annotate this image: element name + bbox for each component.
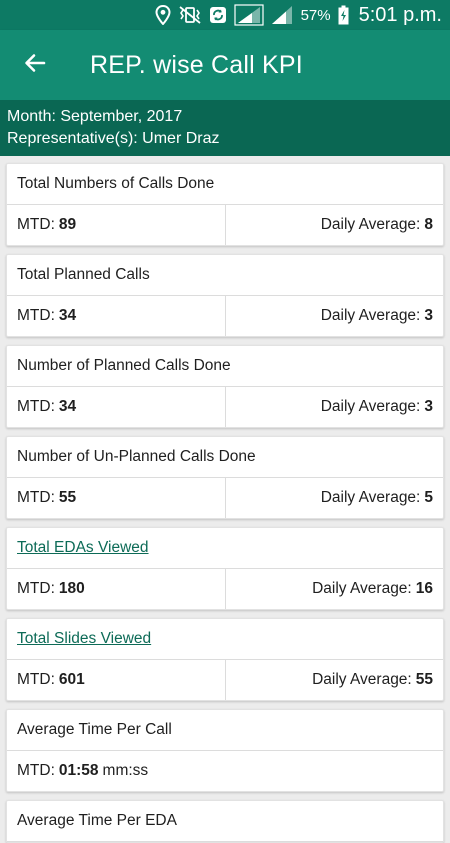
kpi-card-slides-viewed: Total Slides Viewed MTD: 601 Daily Averag…	[6, 618, 444, 701]
daily-average-cell: Daily Average: 16	[312, 580, 433, 597]
kpi-card-title: Average Time Per EDA	[7, 801, 443, 842]
kpi-card-title: Total Numbers of Calls Done	[7, 164, 443, 205]
mtd-cell: MTD: 55	[7, 478, 226, 518]
mtd-cell: MTD: 89	[7, 205, 226, 245]
mtd-unit: mm:ss	[102, 762, 149, 779]
daily-average-value: 3	[424, 398, 433, 415]
clock: 5:01 p.m.	[358, 3, 442, 26]
vibrate-icon	[178, 6, 202, 24]
location-icon	[155, 5, 171, 25]
mtd-value: 601	[58, 671, 85, 688]
kpi-card-planned-calls: Total Planned Calls MTD: 34 Daily Average…	[6, 254, 444, 337]
back-button[interactable]	[0, 30, 70, 100]
daily-average-cell: Daily Average: 3	[320, 398, 433, 415]
kpi-card-title: Average Time Per Call	[7, 710, 443, 751]
daily-average-value: 55	[415, 671, 433, 688]
kpi-card-avg-time-per-call: Average Time Per Call MTD: 01:58 mm:ss	[6, 709, 444, 792]
representative-label: Representative(s): Umer Draz	[7, 130, 220, 147]
kpi-card-unplanned-calls-done: Number of Un-Planned Calls Done MTD: 55 D…	[6, 436, 444, 519]
kpi-card-avg-time-per-eda: Average Time Per EDA	[6, 800, 444, 843]
kpi-card-planned-calls-done: Number of Planned Calls Done MTD: 34 Dail…	[6, 345, 444, 428]
mtd-value: 89	[58, 216, 77, 233]
sync-icon	[209, 6, 227, 24]
mtd-value: 180	[58, 580, 85, 597]
page-title: REP. wise Call KPI	[90, 50, 303, 79]
mtd-cell: MTD: 01:58 mm:ss	[17, 762, 149, 779]
signal-icon	[233, 4, 264, 26]
daily-average-cell: Daily Average: 3	[320, 307, 433, 324]
total-slides-viewed-link[interactable]: Total Slides Viewed	[7, 619, 443, 660]
mtd-value: 34	[58, 398, 77, 415]
kpi-card-title: Number of Planned Calls Done	[7, 346, 443, 387]
month-label: Month: September, 2017	[7, 108, 183, 125]
daily-average-value: 3	[424, 307, 433, 324]
daily-average-cell: Daily Average: 5	[320, 489, 433, 506]
daily-average-value: 16	[415, 580, 433, 597]
status-bar: 57% 5:01 p.m.	[0, 0, 450, 30]
kpi-card-title: Total Planned Calls	[7, 255, 443, 296]
mtd-cell: MTD: 180	[7, 569, 226, 609]
daily-average-value: 5	[424, 489, 433, 506]
battery-charging-icon	[338, 5, 349, 25]
app-bar: REP. wise Call KPI	[0, 30, 450, 100]
daily-average-cell: Daily Average: 55	[312, 671, 433, 688]
daily-average-value: 8	[424, 216, 433, 233]
mtd-value: 34	[58, 307, 77, 324]
mtd-value: 01:58	[58, 762, 99, 779]
daily-average-cell: Daily Average: 8	[320, 216, 433, 233]
mtd-cell: MTD: 34	[7, 296, 226, 336]
total-edas-viewed-link[interactable]: Total EDAs Viewed	[7, 528, 443, 569]
mtd-cell: MTD: 601	[7, 660, 226, 700]
kpi-card-total-calls: Total Numbers of Calls Done MTD: 89 Daily…	[6, 163, 444, 246]
arrow-left-icon	[23, 51, 47, 80]
mtd-cell: MTD: 34	[7, 387, 226, 427]
signal-icon	[271, 5, 293, 25]
report-filter-summary: Month: September, 2017 Representative(s)…	[0, 100, 450, 156]
mtd-value: 55	[58, 489, 77, 506]
kpi-card-edas-viewed: Total EDAs Viewed MTD: 180 Daily Average:…	[6, 527, 444, 610]
battery-percent: 57%	[300, 6, 331, 24]
kpi-list[interactable]: Total Numbers of Calls Done MTD: 89 Daily…	[0, 156, 450, 843]
kpi-card-title: Number of Un-Planned Calls Done	[7, 437, 443, 478]
